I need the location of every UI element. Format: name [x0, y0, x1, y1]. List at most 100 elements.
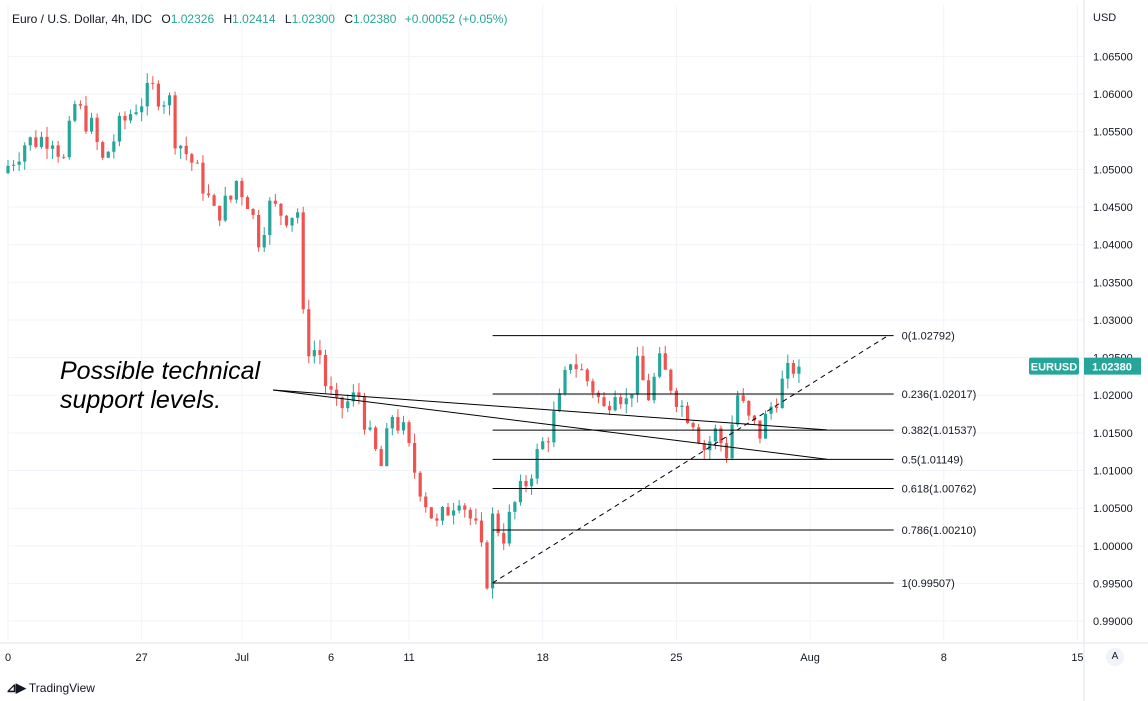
- candle-body: [591, 381, 595, 393]
- candle-body: [791, 363, 795, 374]
- candle-body: [385, 428, 389, 467]
- candle-body: [786, 363, 790, 379]
- candle-body: [268, 200, 272, 235]
- fib-level-label: 0.5(1.01149): [902, 454, 964, 466]
- y-tick-label: 1.01500: [1093, 428, 1133, 440]
- candle-body: [318, 350, 322, 355]
- candle-body: [17, 161, 21, 165]
- candle-body: [685, 405, 690, 424]
- tradingview-branding[interactable]: ⊿▶ TradingView: [6, 680, 95, 696]
- candle-body: [323, 354, 328, 387]
- candle-body: [362, 396, 367, 430]
- candle-body: [697, 427, 701, 444]
- candle-body: [463, 505, 467, 510]
- fib-trend-line[interactable]: [492, 335, 889, 584]
- candle-body: [602, 397, 606, 407]
- x-tick-label: 15: [1071, 652, 1083, 664]
- candle-body: [329, 386, 333, 390]
- candle-body: [529, 478, 534, 487]
- candle-body: [140, 106, 144, 113]
- candle-body: [240, 180, 244, 198]
- candle-body: [56, 145, 60, 157]
- candle-body: [34, 137, 38, 147]
- candle-body: [652, 376, 656, 401]
- candle-body: [195, 162, 199, 164]
- candle-body: [95, 117, 99, 143]
- support-trend-line[interactable]: [272, 389, 827, 460]
- close-value: 1.02380: [352, 12, 397, 26]
- y-tick-label: 1.03500: [1093, 277, 1133, 289]
- candle-body: [630, 394, 634, 399]
- candle-body: [335, 389, 339, 398]
- candle-body: [580, 369, 584, 371]
- y-tick-label: 1.01000: [1093, 466, 1133, 478]
- candle-body: [468, 509, 472, 519]
- candle-body: [390, 417, 394, 429]
- candle-body: [173, 95, 177, 149]
- y-tick-label: 0.99500: [1093, 579, 1133, 591]
- candle-body: [234, 180, 238, 200]
- candle-body: [23, 145, 27, 162]
- candle-body: [507, 511, 511, 544]
- tradingview-logo-icon: ⊿▶: [6, 680, 26, 695]
- candle-body: [151, 82, 155, 84]
- candle-body: [357, 392, 361, 397]
- candle-body: [552, 411, 556, 443]
- x-tick-label: 27: [136, 652, 148, 664]
- candle-body: [396, 417, 400, 431]
- low-label: L: [284, 12, 292, 26]
- change-value: +0.00052 (+0.05%): [404, 12, 508, 26]
- auto-scale-button[interactable]: A: [1106, 648, 1124, 666]
- candle-body: [340, 397, 344, 409]
- support-trend-line[interactable]: [272, 389, 827, 431]
- symbol-label[interactable]: Euro / U.S. Dollar, 4h, IDC: [12, 12, 153, 26]
- symbol-header: Euro / U.S. Dollar, 4h, IDC O1.02326 H1.…: [12, 12, 507, 26]
- candle-body: [596, 392, 601, 398]
- candle-body: [496, 513, 500, 533]
- candle-body: [184, 145, 188, 155]
- candle-body: [741, 395, 745, 402]
- candle-body: [546, 441, 550, 443]
- y-tick-label: 1.04500: [1093, 202, 1133, 214]
- candle-body: [145, 82, 149, 107]
- candle-body: [101, 142, 105, 158]
- candle-body: [301, 212, 305, 310]
- candle-body: [290, 217, 294, 226]
- candle-body: [541, 441, 545, 450]
- candle-body: [106, 151, 110, 158]
- candle-body: [307, 309, 311, 357]
- candle-body: [780, 378, 784, 408]
- candle-body: [624, 398, 628, 405]
- candle-body: [613, 397, 617, 411]
- candle-body: [179, 145, 183, 149]
- symbol-badge[interactable]: [1029, 357, 1079, 375]
- candle-body: [452, 510, 456, 516]
- candle-body: [284, 215, 289, 226]
- fib-retracement[interactable]: 0(1.02792) 0.236(1.02017) 0.382(1.01537) 0.…: [492, 331, 977, 590]
- candle-body: [479, 520, 484, 543]
- candle-body: [724, 443, 729, 459]
- candle-body: [557, 393, 562, 412]
- close-label: C: [344, 12, 353, 26]
- candle-body: [663, 353, 667, 370]
- candle-body: [212, 195, 216, 206]
- candle-body: [229, 195, 233, 200]
- candle-body: [435, 518, 439, 521]
- candle-body: [156, 83, 160, 107]
- symbol-badge-label: EURUSD: [1031, 362, 1078, 374]
- candle-body: [368, 427, 372, 430]
- fib-level-label: 0.786(1.00210): [902, 525, 977, 537]
- candle-body: [117, 115, 121, 142]
- candle-body: [45, 136, 49, 149]
- y-tick-label: 1.00500: [1093, 503, 1133, 515]
- candle-body: [123, 115, 127, 121]
- candle-body: [28, 137, 32, 146]
- candle-body: [312, 350, 316, 357]
- candle-body: [490, 513, 495, 589]
- y-tick-label: 1.03000: [1093, 315, 1133, 327]
- candle-body: [262, 234, 266, 248]
- candle-body: [518, 480, 523, 503]
